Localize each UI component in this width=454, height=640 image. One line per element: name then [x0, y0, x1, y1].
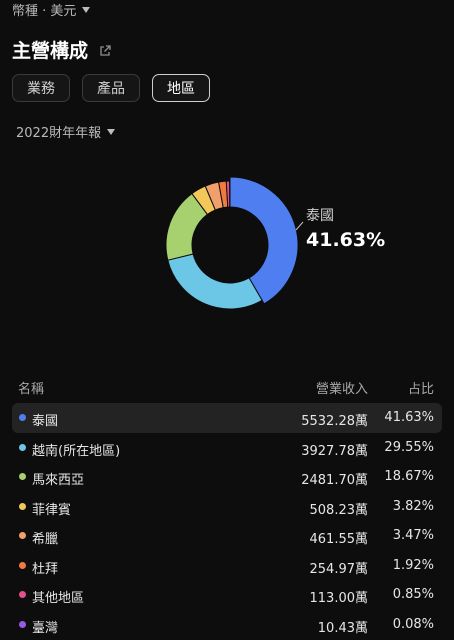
legend-dot	[19, 443, 26, 451]
donut-label-name: 泰國	[306, 208, 334, 224]
tab-region[interactable]: 地區	[152, 74, 210, 102]
table-row[interactable]: 泰國 5532.28萬 41.63%	[12, 403, 442, 433]
legend-dot	[19, 532, 26, 539]
legend-dot	[19, 502, 26, 510]
row-revenue: 10.43萬	[317, 620, 368, 636]
header-name: 名稱	[18, 382, 45, 397]
tab-business[interactable]: 業務	[12, 74, 70, 102]
table-row[interactable]: 杜拜 254.97萬 1.92%	[0, 551, 454, 581]
period-label: 2022財年年報	[16, 126, 102, 141]
legend-dot	[19, 414, 26, 421]
table-row[interactable]: 越南(所在地區) 3927.78萬 29.55%	[0, 433, 454, 463]
table-row[interactable]: 希臘 461.55萬 3.47%	[0, 521, 454, 551]
share-icon[interactable]	[98, 43, 112, 57]
table-row[interactable]: 臺灣 10.43萬 0.08%	[0, 610, 454, 640]
legend-dot	[19, 620, 26, 628]
tab-bar: 業務 產品 地區	[12, 74, 210, 102]
row-share: 29.55%	[384, 439, 434, 455]
row-name: 希臘	[32, 532, 59, 547]
title-row: 主營構成	[12, 36, 112, 63]
header-share: 占比	[407, 382, 434, 397]
row-name: 馬來西亞	[32, 473, 85, 488]
legend-dot	[19, 591, 26, 598]
row-share: 3.47%	[392, 528, 434, 543]
page-title: 主營構成	[12, 40, 89, 62]
row-name: 杜拜	[32, 561, 59, 577]
row-name: 越南(所在地區)	[32, 443, 121, 459]
period-selector[interactable]: 2022財年年報	[16, 122, 116, 141]
donut-slice-1[interactable]	[167, 253, 263, 310]
row-revenue: 113.00萬	[309, 591, 369, 606]
row-share: 0.85%	[392, 587, 434, 602]
donut-slice-0[interactable]	[229, 176, 299, 305]
tab-product[interactable]: 產品	[82, 74, 140, 102]
row-name: 泰國	[32, 414, 59, 429]
header-revenue: 營業收入	[315, 382, 368, 397]
row-share: 1.92%	[392, 557, 434, 573]
table-header: 名稱 營業收入 占比	[0, 378, 454, 398]
row-revenue: 2481.70萬	[301, 473, 368, 488]
row-share: 18.67%	[384, 469, 434, 484]
legend-dot	[19, 473, 26, 480]
donut-chart	[0, 160, 454, 330]
region-table: 泰國 5532.28萬 41.63% 越南(所在地區) 3927.78萬 29.…	[0, 403, 454, 639]
currency-selector[interactable]: 幣種 · 美元	[12, 0, 91, 19]
row-revenue: 254.97萬	[309, 561, 369, 577]
table-row[interactable]: 其他地區 113.00萬 0.85%	[0, 580, 454, 610]
row-revenue: 3927.78萬	[301, 443, 368, 459]
chevron-down-icon	[107, 128, 116, 135]
row-name: 臺灣	[32, 620, 59, 636]
row-revenue: 5532.28萬	[301, 414, 368, 429]
table-row[interactable]: 馬來西亞 2481.70萬 18.67%	[0, 462, 454, 492]
row-name: 其他地區	[32, 591, 85, 606]
row-name: 菲律賓	[32, 502, 72, 518]
chevron-down-icon	[82, 6, 91, 13]
table-row[interactable]: 菲律賓 508.23萬 3.82%	[0, 492, 454, 522]
row-share: 3.82%	[392, 498, 434, 514]
currency-label: 幣種 · 美元	[12, 4, 77, 19]
leader-line	[295, 221, 304, 231]
row-revenue: 508.23萬	[309, 502, 369, 518]
row-share: 0.08%	[392, 616, 434, 632]
donut-highlight-label: 泰國 41.63%	[306, 205, 385, 251]
legend-dot	[19, 561, 26, 569]
row-share: 41.63%	[384, 410, 434, 425]
donut-label-percent: 41.63%	[306, 229, 386, 251]
row-revenue: 461.55萬	[309, 532, 369, 547]
